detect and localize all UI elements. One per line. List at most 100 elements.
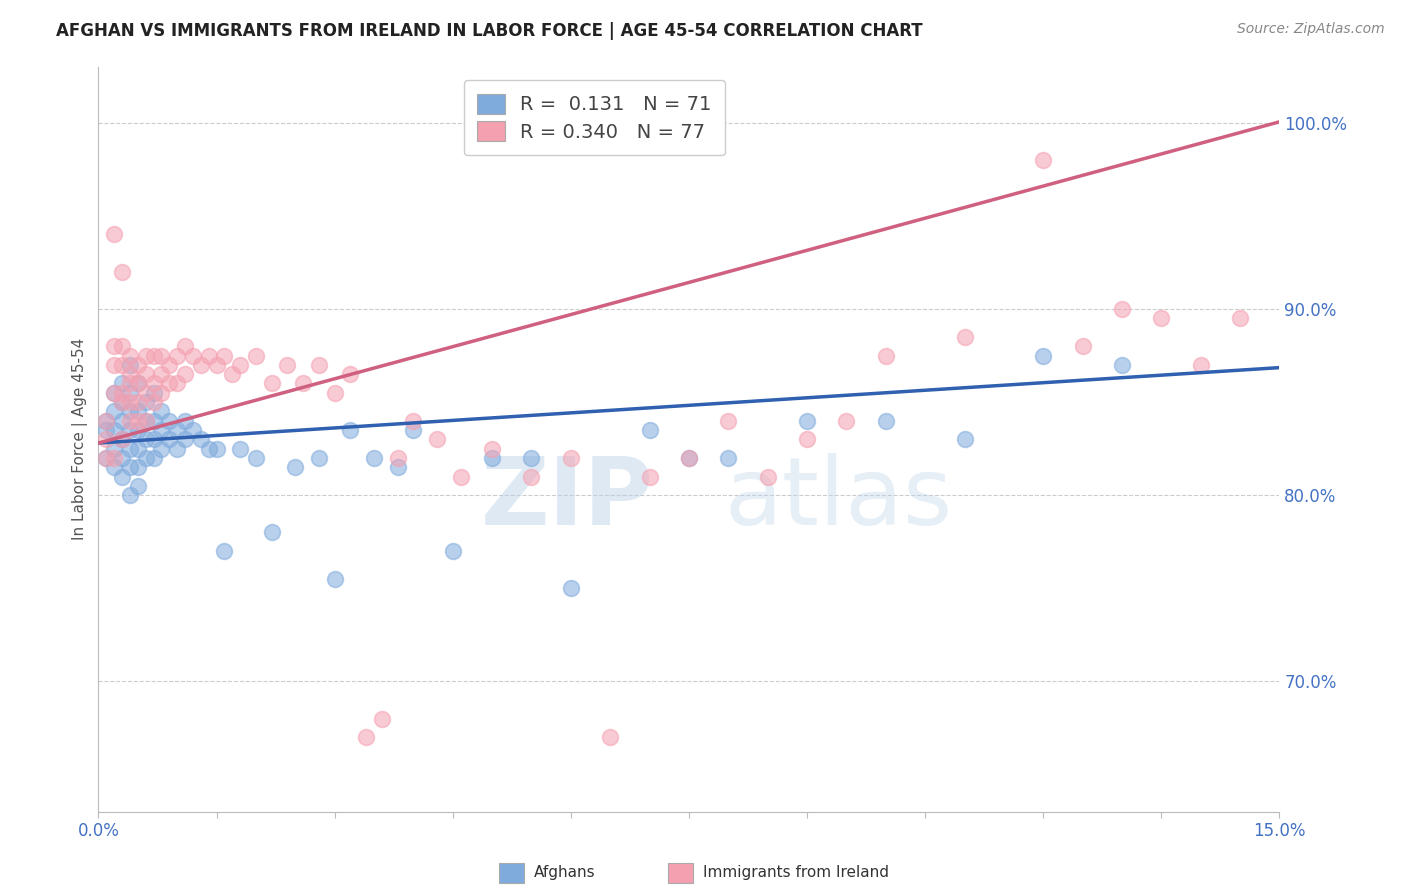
Point	[118, 460, 141, 475]
Point	[127, 460, 149, 475]
Point	[276, 358, 298, 372]
Point	[135, 414, 157, 428]
Point	[142, 349, 165, 363]
Point	[229, 442, 252, 456]
Point	[135, 367, 157, 381]
Point	[118, 414, 141, 428]
Point	[111, 265, 134, 279]
Point	[1111, 358, 1133, 372]
Point	[157, 432, 180, 446]
Point	[166, 442, 188, 456]
Point	[560, 581, 582, 595]
Point	[127, 376, 149, 391]
Point	[260, 376, 283, 391]
Point	[142, 414, 165, 428]
Point	[118, 385, 141, 400]
Point	[111, 395, 134, 409]
Point	[260, 525, 283, 540]
Point	[520, 450, 543, 465]
Point	[245, 450, 267, 465]
Text: AFGHAN VS IMMIGRANTS FROM IRELAND IN LABOR FORCE | AGE 45-54 CORRELATION CHART: AFGHAN VS IMMIGRANTS FROM IRELAND IN LAB…	[56, 22, 922, 40]
Point	[638, 469, 661, 483]
Point	[96, 414, 118, 428]
Point	[174, 432, 197, 446]
Point	[103, 460, 125, 475]
Point	[111, 385, 134, 400]
Point	[717, 450, 740, 465]
Point	[118, 367, 141, 381]
Point	[111, 469, 134, 483]
Point	[118, 358, 141, 372]
Point	[111, 414, 134, 428]
Point	[387, 460, 409, 475]
Point	[835, 414, 858, 428]
Point	[111, 376, 134, 391]
Point	[354, 730, 377, 744]
Point	[118, 488, 141, 502]
Point	[174, 367, 197, 381]
Point	[142, 432, 165, 446]
Point	[229, 358, 252, 372]
Point	[135, 385, 157, 400]
Point	[308, 358, 330, 372]
Point	[402, 414, 425, 428]
Point	[339, 423, 361, 437]
Point	[174, 414, 197, 428]
Point	[875, 414, 897, 428]
Point	[481, 450, 503, 465]
Point	[103, 450, 125, 465]
Point	[205, 442, 228, 456]
Point	[150, 442, 173, 456]
Point	[214, 544, 236, 558]
Point	[96, 423, 118, 437]
Point	[135, 395, 157, 409]
Point	[111, 450, 134, 465]
Point	[481, 442, 503, 456]
Point	[142, 376, 165, 391]
Point	[1032, 349, 1054, 363]
Point	[127, 423, 149, 437]
Point	[96, 414, 118, 428]
Point	[150, 423, 173, 437]
Legend: R =  0.131   N = 71, R = 0.340   N = 77: R = 0.131 N = 71, R = 0.340 N = 77	[464, 80, 725, 155]
Point	[96, 432, 118, 446]
Point	[127, 358, 149, 372]
Point	[150, 349, 173, 363]
Point	[1071, 339, 1094, 353]
Point	[450, 469, 472, 483]
Point	[166, 376, 188, 391]
Point	[166, 349, 188, 363]
Point	[875, 349, 897, 363]
Point	[135, 349, 157, 363]
Point	[363, 450, 385, 465]
Point	[135, 450, 157, 465]
Point	[402, 423, 425, 437]
Point	[197, 349, 219, 363]
Point	[103, 423, 125, 437]
Point	[1150, 311, 1173, 326]
Point	[127, 404, 149, 418]
Point	[560, 450, 582, 465]
Point	[135, 414, 157, 428]
Text: Immigrants from Ireland: Immigrants from Ireland	[703, 865, 889, 880]
Point	[953, 432, 976, 446]
Point	[127, 479, 149, 493]
Point	[142, 395, 165, 409]
Point	[103, 339, 125, 353]
Point	[197, 442, 219, 456]
Point	[166, 423, 188, 437]
Point	[1032, 153, 1054, 167]
Point	[387, 450, 409, 465]
Point	[520, 469, 543, 483]
Text: Source: ZipAtlas.com: Source: ZipAtlas.com	[1237, 22, 1385, 37]
Point	[796, 414, 818, 428]
Point	[127, 442, 149, 456]
Point	[638, 423, 661, 437]
Point	[103, 385, 125, 400]
Point	[111, 432, 134, 446]
Point	[157, 358, 180, 372]
Point	[796, 432, 818, 446]
Point	[127, 376, 149, 391]
Point	[245, 349, 267, 363]
Point	[150, 367, 173, 381]
